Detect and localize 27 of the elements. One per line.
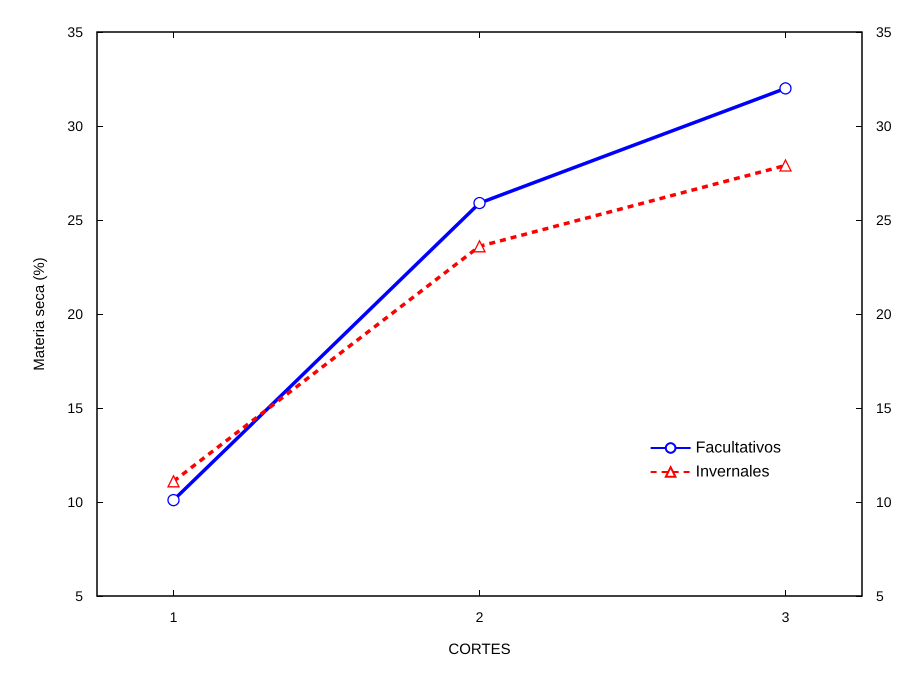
- y-tick-label: 5: [75, 588, 84, 604]
- point: [473, 196, 486, 210]
- y2-tick-label: 15: [876, 400, 892, 416]
- legend-label: Invernales: [696, 464, 770, 480]
- y-tick-label: 35: [67, 24, 84, 40]
- point: [167, 475, 180, 488]
- y2-tick-label: 5: [876, 588, 884, 604]
- legend-label: Facultativos: [696, 440, 782, 456]
- point: [473, 240, 486, 252]
- y-tick-label: 10: [67, 494, 84, 510]
- x-tick-label: 2: [476, 609, 484, 625]
- y2-tick-label: 35: [876, 24, 892, 40]
- point: [779, 159, 792, 172]
- y2-tick-label: 20: [876, 306, 892, 322]
- x-axis-title: CORTES: [448, 641, 511, 658]
- y-tick-label: 25: [67, 212, 84, 228]
- point: [167, 494, 180, 506]
- y2-tick-label: 10: [876, 494, 892, 510]
- y-tick-label: 30: [67, 118, 84, 134]
- y-tick-label: 15: [67, 400, 84, 416]
- y-axis-title: Materia seca (%): [31, 257, 48, 371]
- x-tick-label: 1: [170, 609, 178, 625]
- y2-tick-label: 30: [876, 118, 892, 134]
- point: [779, 82, 792, 95]
- y2-tick-label: 25: [876, 212, 892, 228]
- x-tick-label: 3: [782, 609, 790, 625]
- y-tick-label: 20: [67, 306, 84, 322]
